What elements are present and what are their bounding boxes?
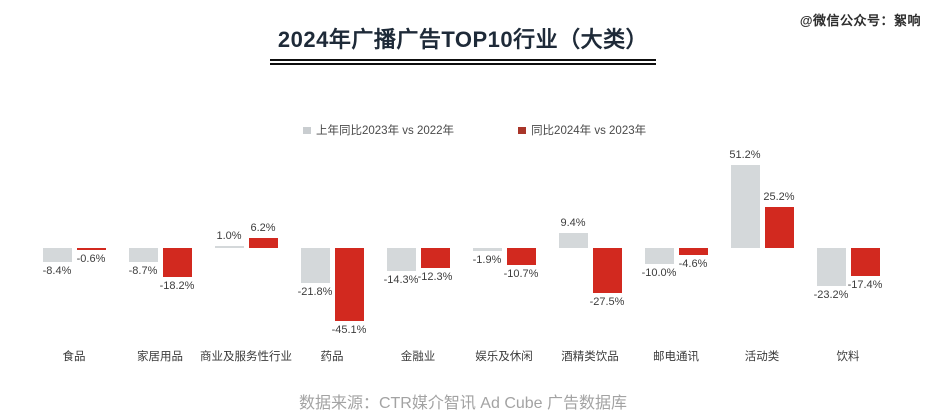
bar-curr-邮电通讯 xyxy=(678,248,708,256)
category-label-家居用品: 家居用品 xyxy=(137,351,183,363)
category-label-娱乐及休闲: 娱乐及休闲 xyxy=(475,351,533,363)
category-label-金融业: 金融业 xyxy=(400,351,436,363)
bar-value-label: 6.2% xyxy=(250,221,276,234)
bar-prev-娱乐及休闲 xyxy=(472,248,502,252)
bar-curr-食品 xyxy=(76,248,106,250)
bar-value-label: -4.6% xyxy=(678,258,708,271)
bar-curr-药品 xyxy=(334,248,364,322)
legend-item-curr-year: 同比2024年 vs 2023年 xyxy=(518,122,646,138)
category-label-商业及服务性行业: 商业及服务性行业 xyxy=(200,351,292,363)
bar-curr-商业及服务性行业 xyxy=(248,237,278,248)
bar-value-label: -10.7% xyxy=(503,268,539,281)
bar-value-label: -21.8% xyxy=(297,286,333,299)
bar-value-label: -14.3% xyxy=(383,274,419,287)
chart-legend: 上年同比2023年 vs 2022年 同比2024年 vs 2023年 xyxy=(303,122,646,138)
bar-curr-娱乐及休闲 xyxy=(506,248,536,266)
bar-prev-活动类 xyxy=(730,165,760,248)
category-label-活动类: 活动类 xyxy=(744,351,780,363)
bar-curr-酒精类饮品 xyxy=(592,248,622,293)
category-label-食品: 食品 xyxy=(62,351,86,363)
bar-curr-饮料 xyxy=(850,248,880,277)
page-title: 2024年广播广告TOP10行业（大类） xyxy=(269,22,657,65)
legend-label-curr-year: 同比2024年 vs 2023年 xyxy=(531,125,647,137)
bar-prev-邮电通讯 xyxy=(644,248,674,265)
bar-value-label: 51.2% xyxy=(729,149,761,162)
bar-prev-食品 xyxy=(42,248,72,262)
title-wrap: 2024年广播广告TOP10行业（大类） xyxy=(0,22,926,65)
category-label-邮电通讯: 邮电通讯 xyxy=(653,351,699,363)
bar-curr-活动类 xyxy=(764,207,794,248)
bar-value-label: 9.4% xyxy=(560,216,586,229)
bar-prev-家居用品 xyxy=(128,248,158,263)
category-label-饮料: 饮料 xyxy=(836,351,860,363)
bar-value-label: -23.2% xyxy=(813,288,849,301)
bar-value-label: -18.2% xyxy=(159,280,195,293)
data-source-caption: 数据来源：CTR媒介智讯 Ad Cube 广告数据库 xyxy=(298,395,628,412)
bar-prev-商业及服务性行业 xyxy=(214,246,244,248)
bar-value-label: -10.0% xyxy=(641,267,677,280)
wechat-watermark: @微信公众号：絮响 xyxy=(799,13,921,28)
bar-prev-酒精类饮品 xyxy=(558,232,588,248)
bar-value-label: -45.1% xyxy=(331,324,367,337)
bar-prev-饮料 xyxy=(816,248,846,286)
bar-prev-药品 xyxy=(300,248,330,284)
bar-value-label: -12.3% xyxy=(417,270,453,283)
bar-value-label: -0.6% xyxy=(76,253,106,265)
bar-value-label: -27.5% xyxy=(589,295,625,308)
bar-value-label: -8.4% xyxy=(42,264,72,277)
bar-value-label: 1.0% xyxy=(216,230,242,242)
legend-label-prev-year: 上年同比2023年 vs 2022年 xyxy=(316,125,455,137)
category-label-药品: 药品 xyxy=(320,351,344,363)
legend-swatch-red xyxy=(518,126,527,134)
bar-value-label: -8.7% xyxy=(128,265,158,278)
bar-value-label: -1.9% xyxy=(472,254,502,267)
bar-value-label: -17.4% xyxy=(847,279,883,292)
bar-prev-金融业 xyxy=(386,248,416,272)
legend-swatch-gray xyxy=(303,126,311,134)
category-label-酒精类饮品: 酒精类饮品 xyxy=(561,351,619,363)
legend-item-prev-year: 上年同比2023年 vs 2022年 xyxy=(303,122,454,138)
bar-curr-家居用品 xyxy=(162,248,192,278)
bar-value-label: 25.2% xyxy=(763,191,795,204)
bar-curr-金融业 xyxy=(420,248,450,268)
